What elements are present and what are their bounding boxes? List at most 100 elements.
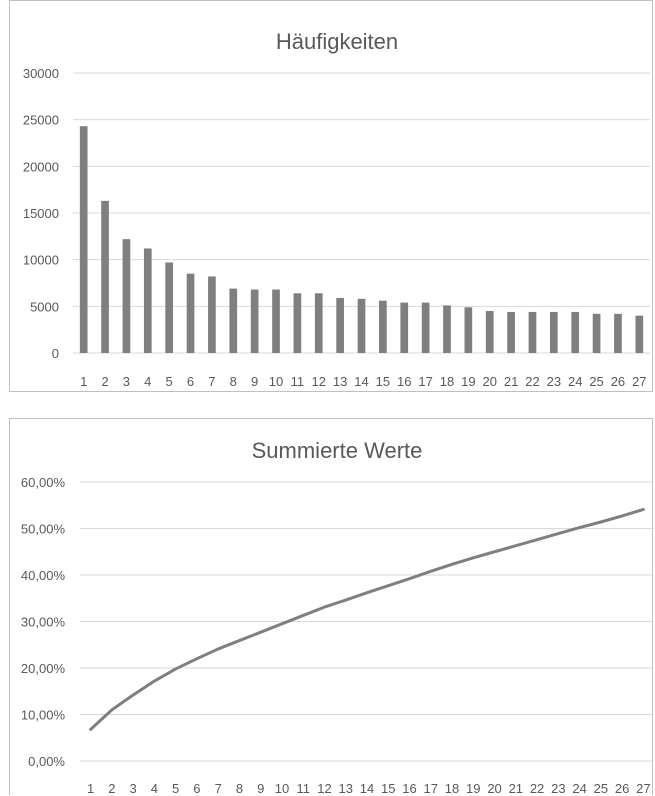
bar bbox=[315, 293, 323, 353]
x-tick-label: 4 bbox=[144, 374, 151, 389]
bar bbox=[614, 314, 622, 353]
bar bbox=[465, 307, 473, 353]
y-tick-label: 10000 bbox=[23, 253, 59, 268]
y-tick-label: 30000 bbox=[23, 66, 59, 81]
x-tick-label: 14 bbox=[354, 374, 368, 389]
x-tick-label: 21 bbox=[509, 781, 523, 796]
y-tick-label: 5000 bbox=[30, 299, 59, 314]
y-tick-label: 15000 bbox=[23, 206, 59, 221]
x-tick-label: 6 bbox=[187, 374, 194, 389]
bar bbox=[507, 312, 515, 353]
bar-chart-y-ticks: 0 5000 10000 15000 20000 25000 30000 bbox=[23, 66, 59, 361]
bar bbox=[358, 299, 366, 353]
x-tick-label: 13 bbox=[339, 781, 353, 796]
bar bbox=[208, 276, 216, 353]
y-tick-label: 50,00% bbox=[21, 522, 66, 537]
bar bbox=[529, 312, 537, 353]
bar bbox=[379, 301, 387, 353]
x-tick-label: 17 bbox=[424, 781, 438, 796]
x-tick-label: 11 bbox=[291, 374, 305, 389]
x-tick-label: 15 bbox=[376, 374, 390, 389]
x-tick-label: 25 bbox=[594, 781, 608, 796]
bar bbox=[635, 316, 643, 353]
bar bbox=[272, 290, 280, 353]
x-tick-label: 12 bbox=[317, 781, 331, 796]
x-tick-label: 7 bbox=[215, 781, 222, 796]
bar bbox=[550, 312, 558, 353]
x-tick-label: 2 bbox=[101, 374, 108, 389]
x-tick-label: 15 bbox=[381, 781, 395, 796]
x-tick-label: 7 bbox=[208, 374, 215, 389]
x-tick-label: 11 bbox=[296, 781, 310, 796]
y-tick-label: 40,00% bbox=[21, 568, 66, 583]
y-tick-label: 0,00% bbox=[28, 754, 65, 769]
x-tick-label: 27 bbox=[632, 374, 646, 389]
bar bbox=[229, 289, 237, 353]
x-tick-label: 13 bbox=[333, 374, 347, 389]
x-tick-label: 22 bbox=[525, 374, 539, 389]
x-tick-label: 12 bbox=[312, 374, 326, 389]
bar bbox=[593, 314, 601, 353]
bar bbox=[400, 303, 408, 353]
bar bbox=[165, 262, 173, 353]
y-tick-label: 20000 bbox=[23, 159, 59, 174]
x-tick-label: 25 bbox=[589, 374, 603, 389]
x-tick-label: 19 bbox=[466, 781, 480, 796]
bar bbox=[294, 293, 302, 353]
x-tick-label: 5 bbox=[172, 781, 179, 796]
bar bbox=[251, 290, 259, 353]
bar bbox=[123, 239, 131, 353]
x-tick-label: 19 bbox=[461, 374, 475, 389]
x-tick-label: 16 bbox=[397, 374, 411, 389]
line-chart-title: Summierte Werte bbox=[252, 438, 423, 463]
bar-chart-bars bbox=[80, 126, 643, 353]
bar-chart: Häufigkeiten 050001000015000200002500030… bbox=[10, 1, 654, 393]
x-tick-label: 3 bbox=[130, 781, 137, 796]
x-tick-label: 8 bbox=[230, 374, 237, 389]
x-tick-label: 18 bbox=[445, 781, 459, 796]
y-tick-label: 25000 bbox=[23, 113, 59, 128]
x-tick-label: 26 bbox=[615, 781, 629, 796]
x-tick-label: 18 bbox=[440, 374, 454, 389]
y-tick-label: 20,00% bbox=[21, 661, 66, 676]
bar bbox=[486, 311, 494, 353]
x-tick-label: 26 bbox=[611, 374, 625, 389]
x-tick-label: 20 bbox=[482, 374, 496, 389]
line-chart-frame: Summierte Werte 0,00%10,00%20,00%30,00%4… bbox=[9, 418, 653, 795]
y-tick-label: 10,00% bbox=[21, 708, 66, 723]
line-chart: Summierte Werte 0,00%10,00%20,00%30,00%4… bbox=[10, 419, 654, 796]
y-tick-label: 0 bbox=[52, 346, 59, 361]
x-tick-label: 9 bbox=[251, 374, 258, 389]
x-tick-label: 4 bbox=[151, 781, 158, 796]
x-tick-label: 1 bbox=[87, 781, 94, 796]
line-chart-gridlines bbox=[80, 482, 654, 761]
x-tick-label: 2 bbox=[108, 781, 115, 796]
x-tick-label: 23 bbox=[551, 781, 565, 796]
bar bbox=[80, 126, 88, 353]
x-tick-label: 23 bbox=[547, 374, 561, 389]
bar bbox=[144, 248, 152, 353]
x-tick-label: 27 bbox=[636, 781, 650, 796]
x-tick-label: 1 bbox=[80, 374, 87, 389]
x-tick-label: 9 bbox=[257, 781, 264, 796]
bar-chart-title: Häufigkeiten bbox=[276, 29, 398, 54]
x-tick-label: 22 bbox=[530, 781, 544, 796]
x-tick-label: 10 bbox=[275, 781, 289, 796]
bar bbox=[571, 312, 579, 353]
bar bbox=[336, 298, 344, 353]
bar bbox=[422, 303, 430, 353]
x-tick-label: 24 bbox=[568, 374, 582, 389]
line-chart-series bbox=[91, 509, 644, 729]
cumulative-line bbox=[91, 509, 644, 729]
x-tick-label: 20 bbox=[487, 781, 501, 796]
x-tick-label: 6 bbox=[193, 781, 200, 796]
bar bbox=[443, 305, 451, 353]
bar bbox=[187, 274, 195, 353]
x-tick-label: 14 bbox=[360, 781, 374, 796]
bar bbox=[101, 201, 109, 353]
x-tick-label: 3 bbox=[123, 374, 130, 389]
line-chart-y-ticks: 0,00%10,00%20,00%30,00%40,00%50,00%60,00… bbox=[21, 475, 66, 769]
